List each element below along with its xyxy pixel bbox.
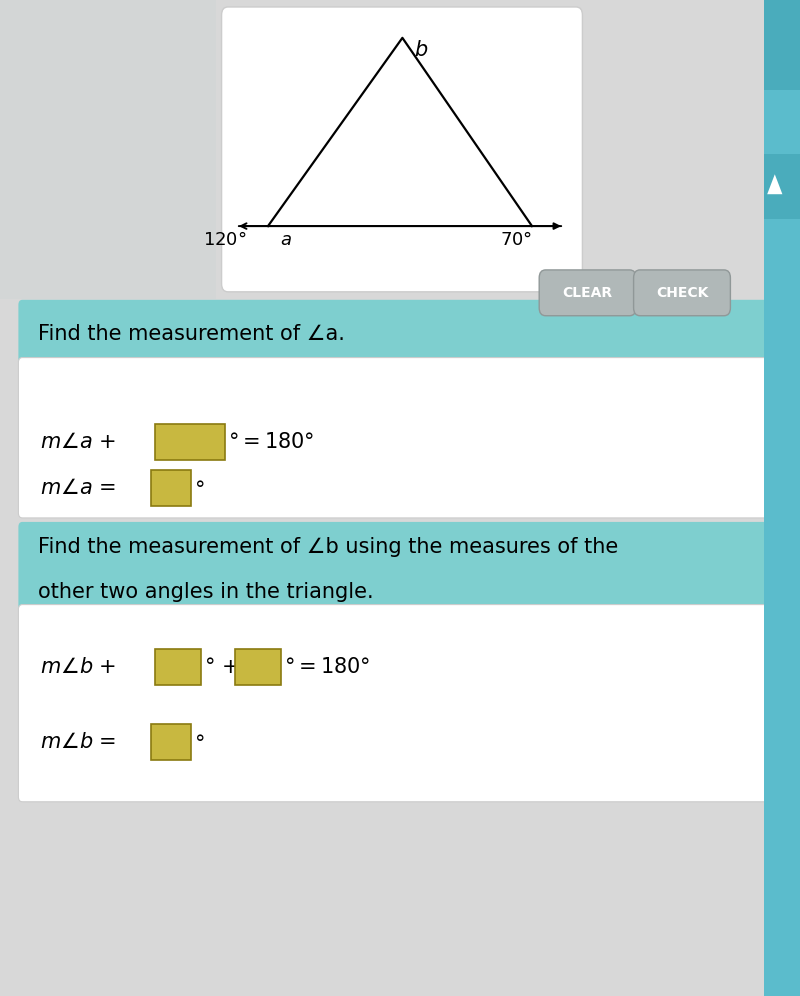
Text: $m\angle a$ +: $m\angle a$ + (40, 432, 116, 452)
FancyBboxPatch shape (18, 522, 770, 615)
FancyBboxPatch shape (764, 0, 800, 90)
FancyBboxPatch shape (634, 270, 730, 316)
Text: $°$: $°$ (194, 478, 205, 498)
Polygon shape (767, 174, 782, 194)
Text: $120°$: $120°$ (202, 231, 246, 249)
Text: $70°$: $70°$ (500, 231, 532, 249)
FancyBboxPatch shape (235, 649, 281, 685)
FancyBboxPatch shape (151, 724, 191, 760)
FancyBboxPatch shape (764, 154, 800, 219)
FancyBboxPatch shape (151, 470, 191, 506)
Text: $°$: $°$ (194, 732, 205, 752)
Text: CLEAR: CLEAR (562, 286, 613, 300)
FancyBboxPatch shape (155, 649, 201, 685)
FancyBboxPatch shape (18, 300, 770, 368)
Text: Find the measurement of ∠a.: Find the measurement of ∠a. (38, 324, 346, 344)
FancyBboxPatch shape (18, 358, 770, 518)
Text: $m\angle a$ =: $m\angle a$ = (40, 478, 116, 498)
Text: other two angles in the triangle.: other two angles in the triangle. (38, 582, 374, 602)
FancyBboxPatch shape (18, 605, 770, 802)
FancyBboxPatch shape (539, 270, 636, 316)
Text: $°$ +: $°$ + (204, 657, 238, 677)
Text: $m\angle b$ =: $m\angle b$ = (40, 732, 116, 752)
Text: Find the measurement of ∠b using the measures of the: Find the measurement of ∠b using the mea… (38, 537, 618, 557)
Text: $°= 180°$: $°= 180°$ (228, 432, 314, 452)
Text: $b$: $b$ (414, 40, 429, 60)
Text: $m\angle b$ +: $m\angle b$ + (40, 657, 116, 677)
Text: $a$: $a$ (280, 231, 292, 249)
Text: $°= 180°$: $°= 180°$ (284, 657, 370, 677)
FancyBboxPatch shape (155, 424, 225, 460)
Text: CHECK: CHECK (656, 286, 708, 300)
FancyBboxPatch shape (0, 0, 216, 299)
FancyBboxPatch shape (764, 0, 800, 996)
FancyBboxPatch shape (222, 7, 582, 292)
